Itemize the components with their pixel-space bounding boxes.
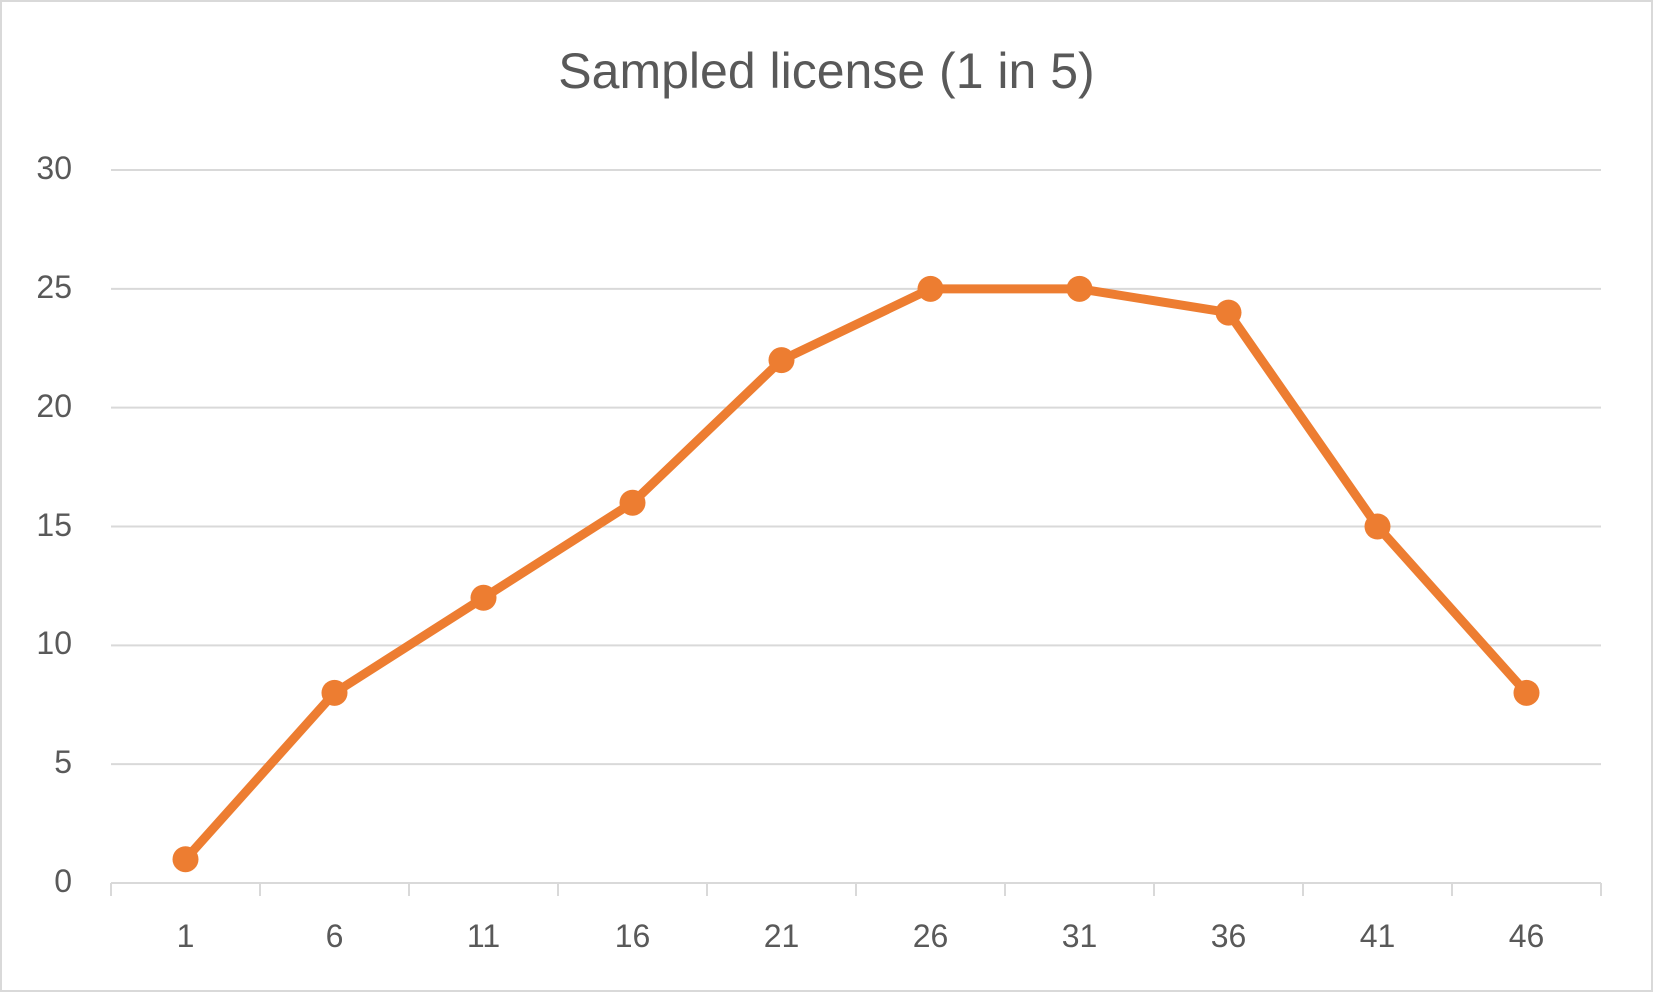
y-tick-label: 25	[36, 268, 72, 305]
x-tick-label: 21	[763, 918, 800, 954]
data-point-marker	[172, 846, 199, 873]
series-line	[181, 284, 1531, 864]
y-tick-label: 30	[36, 150, 72, 186]
y-tick-label: 15	[36, 506, 72, 543]
data-point-marker	[768, 347, 795, 374]
data-point-marker	[1215, 299, 1242, 326]
x-tick-label: 16	[614, 918, 651, 954]
y-tick-label: 10	[36, 625, 72, 662]
x-tick-label: 36	[1210, 918, 1247, 954]
data-point-marker	[1513, 679, 1540, 706]
x-tick-label: 11	[466, 918, 501, 954]
x-tick-label: 1	[176, 918, 195, 954]
x-tick-label: 46	[1508, 918, 1545, 954]
x-tick-label: 41	[1359, 918, 1396, 954]
data-point-marker	[321, 679, 348, 706]
y-tick-label: 20	[36, 387, 72, 424]
x-tick-label: 26	[912, 918, 949, 954]
data-point-marker	[1364, 513, 1391, 540]
data-point-marker	[619, 489, 646, 516]
x-tick-label: 6	[325, 918, 344, 954]
x-tick-label: 31	[1061, 918, 1098, 954]
data-point-marker	[917, 275, 944, 302]
data-point-marker	[470, 584, 497, 611]
y-tick-label: 5	[54, 744, 72, 781]
chart-title: Sampled license (1 in 5)	[558, 43, 1095, 99]
y-tick-label: 0	[54, 863, 72, 899]
data-point-marker	[1066, 275, 1093, 302]
